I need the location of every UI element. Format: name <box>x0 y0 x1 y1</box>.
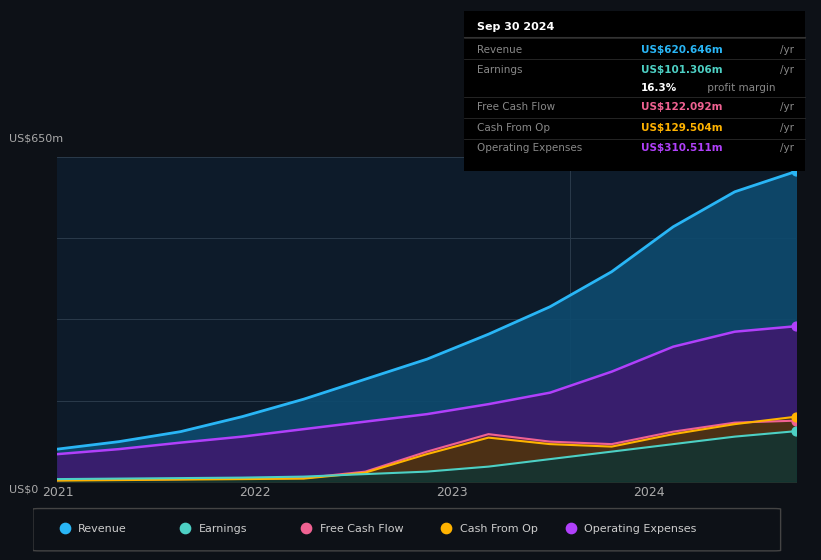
Point <box>300 524 313 533</box>
Point <box>790 416 803 425</box>
Text: profit margin: profit margin <box>704 83 776 93</box>
Text: /yr: /yr <box>780 44 794 54</box>
Text: Operating Expenses: Operating Expenses <box>478 143 583 153</box>
Point <box>790 427 803 436</box>
Text: Earnings: Earnings <box>199 524 247 534</box>
Text: Cash From Op: Cash From Op <box>460 524 538 534</box>
Text: /yr: /yr <box>780 123 794 133</box>
Text: US$122.092m: US$122.092m <box>641 102 722 112</box>
Text: Earnings: Earnings <box>478 66 523 75</box>
Point <box>439 524 452 533</box>
Text: US$101.306m: US$101.306m <box>641 66 722 75</box>
Text: Revenue: Revenue <box>478 44 523 54</box>
Text: Sep 30 2024: Sep 30 2024 <box>478 22 555 32</box>
Point <box>58 524 71 533</box>
Text: US$0: US$0 <box>10 485 39 495</box>
Point <box>179 524 192 533</box>
Text: 16.3%: 16.3% <box>641 83 677 93</box>
Point <box>564 524 577 533</box>
Text: US$650m: US$650m <box>10 134 63 144</box>
Point <box>790 167 803 176</box>
Text: Free Cash Flow: Free Cash Flow <box>478 102 556 112</box>
Text: Free Cash Flow: Free Cash Flow <box>320 524 403 534</box>
Text: US$620.646m: US$620.646m <box>641 44 722 54</box>
Text: /yr: /yr <box>780 102 794 112</box>
Text: Revenue: Revenue <box>78 524 127 534</box>
Text: Cash From Op: Cash From Op <box>478 123 551 133</box>
Text: US$129.504m: US$129.504m <box>641 123 722 133</box>
Text: US$310.511m: US$310.511m <box>641 143 722 153</box>
Text: /yr: /yr <box>780 143 794 153</box>
Text: /yr: /yr <box>780 66 794 75</box>
Point <box>790 412 803 421</box>
Point <box>790 321 803 330</box>
Text: Operating Expenses: Operating Expenses <box>585 524 696 534</box>
